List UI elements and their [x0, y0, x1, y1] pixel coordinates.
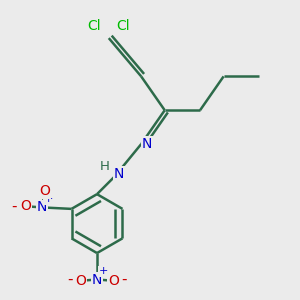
Text: -: - [11, 198, 17, 213]
Text: +: + [44, 194, 53, 204]
Text: -: - [121, 272, 127, 287]
Text: N: N [142, 137, 152, 151]
Text: N: N [37, 200, 47, 214]
Text: -: - [67, 272, 73, 287]
Text: N: N [92, 273, 102, 286]
Text: Cl: Cl [87, 19, 101, 33]
Text: N: N [114, 167, 124, 181]
Text: O: O [75, 274, 86, 288]
Text: O: O [20, 199, 31, 213]
Text: Cl: Cl [116, 19, 130, 33]
Text: O: O [108, 274, 118, 288]
Text: H: H [99, 160, 109, 173]
Text: O: O [40, 184, 50, 198]
Text: +: + [99, 266, 108, 276]
